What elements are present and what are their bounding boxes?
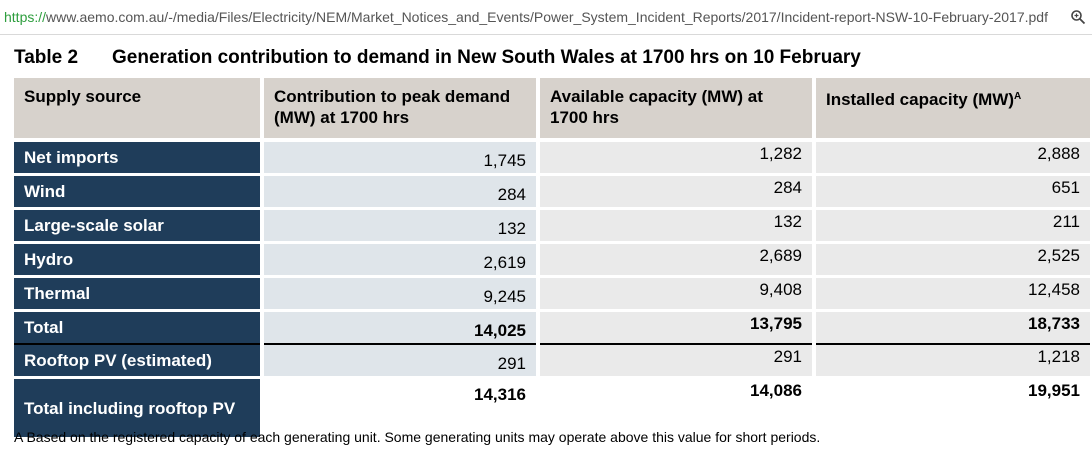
cell-available: 1,282 bbox=[538, 140, 816, 176]
row-label: Thermal bbox=[14, 276, 264, 312]
cell-installed: 651 bbox=[814, 174, 1090, 210]
table-caption: Generation contribution to demand in New… bbox=[112, 47, 861, 68]
row-label: Wind bbox=[14, 174, 264, 210]
row-label: Hydro bbox=[14, 242, 264, 278]
table-row: Hydro 2,619 2,689 2,525 bbox=[14, 242, 1090, 278]
table-row: Large-scale solar 132 132 211 bbox=[14, 208, 1090, 244]
cell-available: 14,086 bbox=[538, 377, 816, 440]
footnote: A Based on the registered capacity of ea… bbox=[14, 429, 821, 445]
table-row: Wind 284 284 651 bbox=[14, 174, 1090, 210]
cell-contribution: 14,316 bbox=[262, 377, 540, 440]
cell-contribution: 284 bbox=[262, 174, 540, 210]
row-label: Total bbox=[14, 310, 264, 345]
cell-installed: 18,733 bbox=[814, 309, 1090, 345]
cell-available: 2,689 bbox=[538, 242, 816, 278]
cell-contribution: 291 bbox=[262, 344, 540, 379]
table-row: Net imports 1,745 1,282 2,888 bbox=[14, 140, 1090, 176]
header-supply-source: Supply source bbox=[14, 78, 264, 142]
cell-contribution: 132 bbox=[262, 208, 540, 244]
cell-contribution: 14,025 bbox=[262, 309, 540, 345]
cell-installed: 211 bbox=[814, 208, 1090, 244]
row-label: Large-scale solar bbox=[14, 208, 264, 244]
cell-contribution: 2,619 bbox=[262, 242, 540, 278]
footnote-marker: A bbox=[1013, 91, 1022, 102]
row-label: Net imports bbox=[14, 140, 264, 176]
cell-available: 284 bbox=[538, 174, 816, 210]
header-contribution: Contribution to peak demand (MW) at 1700… bbox=[262, 78, 540, 142]
cell-installed: 2,525 bbox=[814, 242, 1090, 278]
cell-available: 13,795 bbox=[538, 309, 816, 345]
header-available: Available capacity (MW) at 1700 hrs bbox=[538, 78, 816, 142]
url-text[interactable]: https://www.aemo.com.au/-/media/Files/El… bbox=[4, 9, 1048, 25]
address-bar[interactable]: https://www.aemo.com.au/-/media/Files/El… bbox=[0, 0, 1092, 35]
generation-table: Supply source Contribution to peak deman… bbox=[14, 78, 1090, 440]
cell-contribution: 1,745 bbox=[262, 140, 540, 176]
cell-available: 132 bbox=[538, 208, 816, 244]
table-row: Thermal 9,245 9,408 12,458 bbox=[14, 276, 1090, 312]
url-path: www.aemo.com.au/-/media/Files/Electricit… bbox=[46, 9, 1048, 25]
cell-contribution: 9,245 bbox=[262, 276, 540, 312]
header-installed-label: Installed capacity (MW) bbox=[826, 90, 1014, 109]
cell-installed: 1,218 bbox=[814, 344, 1090, 379]
cell-available: 9,408 bbox=[538, 276, 816, 312]
cell-installed: 2,888 bbox=[814, 140, 1090, 176]
magnifier-icon[interactable] bbox=[1070, 9, 1086, 25]
cell-available: 291 bbox=[538, 344, 816, 379]
table-title: Table 2 Generation contribution to demand… bbox=[14, 47, 861, 69]
table-row-total: Total 14,025 13,795 18,733 bbox=[14, 309, 1090, 345]
url-scheme: https:// bbox=[4, 9, 47, 25]
table-number: Table 2 bbox=[14, 47, 79, 68]
cell-installed: 12,458 bbox=[814, 276, 1090, 312]
table-row: Rooftop PV (estimated) 291 291 1,218 bbox=[14, 344, 1090, 379]
row-label: Rooftop PV (estimated) bbox=[14, 344, 264, 379]
table-row-grand-total: Total including rooftop PV 14,316 14,086… bbox=[14, 377, 1090, 440]
row-label: Total including rooftop PV bbox=[14, 377, 264, 440]
cell-installed: 19,951 bbox=[814, 377, 1090, 440]
header-installed: Installed capacity (MW)A bbox=[814, 78, 1090, 142]
table-header-row: Supply source Contribution to peak deman… bbox=[14, 78, 1090, 142]
